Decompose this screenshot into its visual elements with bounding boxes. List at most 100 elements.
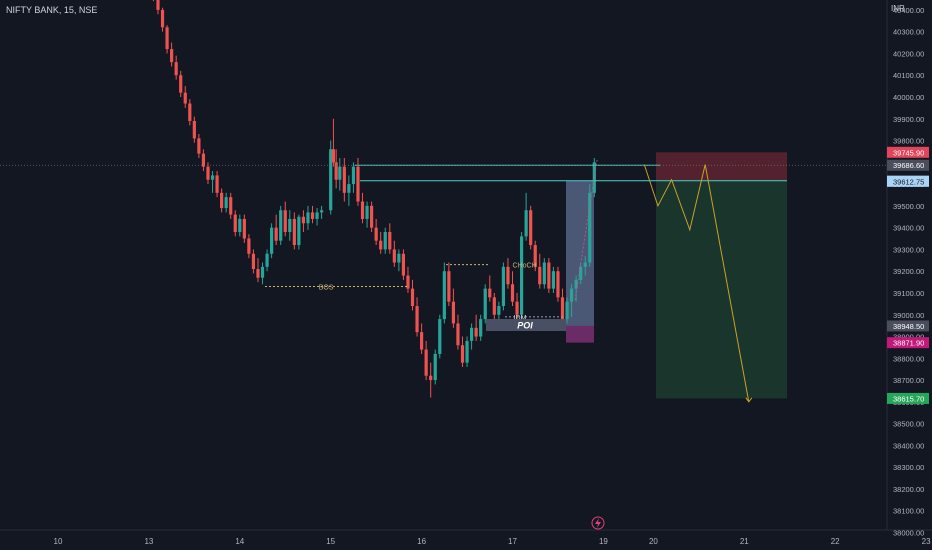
candle-body (210, 175, 215, 180)
stop-loss-zone (656, 152, 787, 181)
y-tick-label: 38200.00 (893, 485, 924, 494)
candle-body (274, 227, 278, 241)
candle-body (370, 205, 374, 228)
x-tick-label: 19 (599, 537, 608, 546)
price-tag (887, 146, 929, 158)
y-tick-label: 39000.00 (893, 311, 924, 320)
candle-body (331, 149, 336, 163)
candle-body (183, 92, 187, 104)
price-tag (887, 392, 929, 404)
candle-body (569, 288, 574, 302)
chart-title: NIFTY BANK, 15, NSE (6, 5, 98, 15)
candle-body (447, 271, 451, 302)
candle-body (429, 375, 433, 381)
candle-body (574, 279, 578, 289)
candle-body (334, 162, 338, 180)
price-tag-label: 38948.50 (893, 322, 924, 331)
x-tick-label: 13 (144, 537, 153, 546)
x-tick-label: 23 (922, 537, 931, 546)
candle-body (165, 27, 169, 50)
candle-body (156, 0, 160, 10)
candle-body (229, 197, 233, 215)
candle-body (483, 288, 487, 320)
price-tag-label: 39745.90 (893, 148, 924, 157)
candle-body (420, 332, 424, 350)
candle-body (206, 166, 210, 180)
candle-body (556, 271, 560, 298)
candle-body (588, 192, 592, 263)
y-tick-label: 38400.00 (893, 441, 924, 450)
candle-body (201, 153, 206, 167)
candle-body (301, 216, 306, 224)
y-tick-label: 39400.00 (893, 224, 924, 233)
x-tick-label: 10 (54, 537, 63, 546)
y-tick-label: 38300.00 (893, 463, 924, 472)
candle-body (192, 120, 196, 139)
candle-body (533, 245, 537, 267)
choch-label: CHoCH (513, 263, 537, 270)
poi-zone-marker (566, 325, 594, 343)
candle-body (451, 301, 456, 324)
price-tag-label: 39612.75 (893, 177, 924, 186)
candle-body (279, 210, 283, 241)
candle-body (415, 306, 419, 333)
candle-body (542, 262, 546, 285)
candle-body (474, 327, 478, 337)
y-tick-label: 38100.00 (893, 507, 924, 516)
y-tick-label: 39500.00 (893, 202, 924, 211)
candle-body (220, 192, 224, 209)
price-tag (887, 159, 929, 171)
candle-body (560, 297, 565, 320)
candle-body (197, 138, 201, 154)
candle-body (374, 227, 378, 241)
candle-body (424, 349, 428, 376)
target-zone (656, 180, 787, 399)
candle-body (338, 166, 342, 180)
candle-body (351, 166, 356, 185)
candle-body (456, 323, 460, 346)
price-axis[interactable] (887, 0, 932, 550)
x-tick-label: 14 (235, 537, 244, 546)
y-tick-label: 40200.00 (893, 49, 924, 58)
candle-body (297, 216, 301, 246)
candle-body (442, 271, 446, 320)
candle-body (547, 262, 551, 289)
x-tick-label: 17 (508, 537, 517, 546)
candle-body (360, 201, 365, 219)
y-tick-label: 38000.00 (893, 529, 924, 538)
candle-body (242, 218, 246, 239)
candle-body (270, 227, 274, 254)
candle-body (292, 218, 296, 246)
y-tick-label: 40100.00 (893, 71, 924, 80)
candle-body (179, 75, 183, 93)
candle-body (247, 238, 251, 254)
x-tick-label: 16 (417, 537, 426, 546)
price-tag (887, 337, 929, 349)
y-tick-label: 38900.00 (893, 333, 924, 342)
candle-body (224, 197, 228, 209)
candle-body (215, 175, 219, 193)
price-tag-label: 38615.70 (893, 394, 924, 403)
candle-body (410, 288, 415, 307)
candle-body (406, 275, 410, 289)
candle-body (238, 218, 242, 233)
candle-body (347, 184, 351, 193)
bos-label: BOS (319, 284, 334, 291)
lightning-icon[interactable] (591, 516, 605, 530)
candle-body (233, 214, 237, 233)
candle-body (510, 284, 515, 302)
candle-body (379, 240, 383, 250)
candle-body (251, 253, 256, 270)
y-tick-label: 38800.00 (893, 354, 924, 363)
candle-body (356, 166, 360, 202)
candle-body (524, 210, 528, 237)
candle-body (529, 210, 533, 246)
candle-body (256, 269, 260, 278)
candle-body (465, 340, 469, 363)
price-tag-label: 39686.60 (893, 161, 924, 170)
candle-body (460, 345, 465, 363)
candle-body (583, 262, 587, 267)
candles (152, 0, 596, 398)
candle-body (342, 166, 346, 193)
